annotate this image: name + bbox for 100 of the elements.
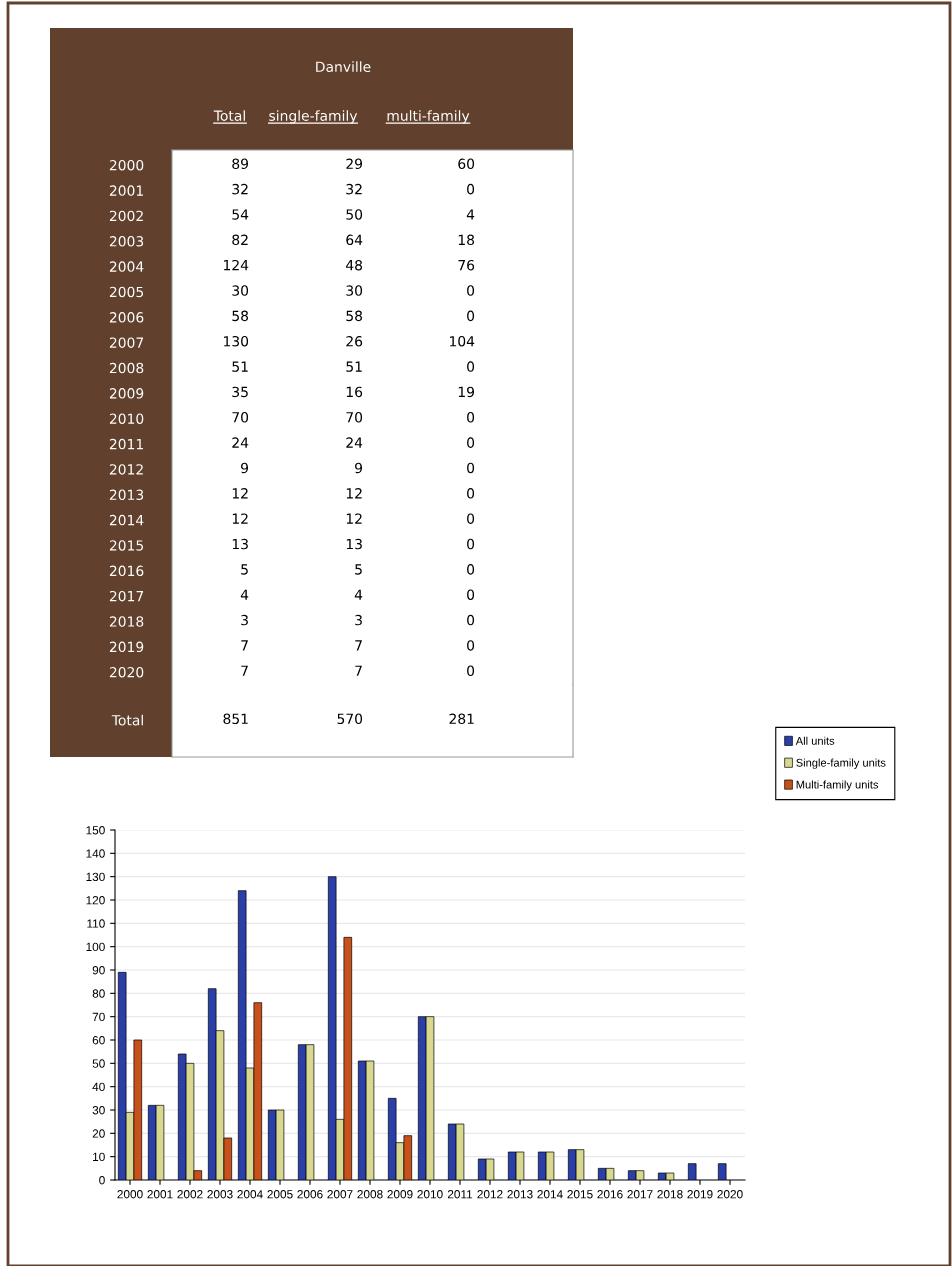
data-label: 70 bbox=[232, 412, 249, 423]
y-tick-label: 2008 bbox=[109, 362, 144, 374]
data-label: 12 bbox=[346, 513, 362, 524]
x-tick-label: Total bbox=[213, 110, 245, 121]
data-label: 51 bbox=[346, 361, 362, 372]
x-tick-label: 2006 bbox=[297, 1190, 323, 1199]
x-tick-label: 2016 bbox=[597, 1190, 623, 1199]
data-label: 60 bbox=[458, 158, 475, 170]
data-label: 54 bbox=[232, 209, 249, 220]
x-tick-label: 2012 bbox=[477, 1190, 503, 1199]
data-label: 0 bbox=[467, 614, 475, 626]
data-label: 0 bbox=[467, 361, 475, 372]
x-tick-label: 2017 bbox=[627, 1190, 653, 1199]
data-label: 7 bbox=[355, 665, 362, 676]
data-label: 82 bbox=[232, 234, 248, 246]
data-label: 16 bbox=[346, 386, 363, 398]
data-label: 9 bbox=[241, 462, 249, 474]
data-label: 0 bbox=[467, 412, 475, 423]
x-tick-label: 2019 bbox=[687, 1190, 713, 1199]
data-label: 58 bbox=[232, 310, 249, 322]
data-label: 30 bbox=[346, 285, 363, 296]
y-tick-label: 2004 bbox=[109, 261, 144, 272]
y-tick-label: 40 bbox=[92, 1082, 105, 1092]
y-tick-label: Total bbox=[111, 714, 143, 726]
data-label: 0 bbox=[467, 437, 475, 448]
y-tick-label: 2009 bbox=[109, 388, 144, 399]
data-label: 64 bbox=[346, 234, 363, 246]
data-label: 12 bbox=[232, 488, 248, 499]
data-label: 50 bbox=[346, 209, 363, 220]
data-label: 5 bbox=[241, 564, 248, 575]
chart-title: Danville bbox=[316, 61, 371, 73]
x-tick-label: single-family bbox=[269, 110, 358, 124]
data-label: 3 bbox=[355, 614, 362, 626]
data-label: 12 bbox=[232, 513, 248, 524]
data-label: 0 bbox=[467, 488, 475, 499]
x-tick-label: 2009 bbox=[387, 1190, 413, 1199]
x-tick-label: multi-family bbox=[387, 110, 470, 124]
data-label: 51 bbox=[232, 361, 248, 372]
y-tick-label: 2011 bbox=[109, 438, 143, 450]
data-label: 13 bbox=[232, 538, 248, 550]
data-label: 30 bbox=[232, 285, 249, 296]
data-label: 104 bbox=[450, 335, 475, 347]
data-label: 7 bbox=[241, 640, 248, 651]
y-tick-label: 2002 bbox=[109, 210, 143, 222]
data-label: 281 bbox=[449, 713, 474, 725]
data-label: 5 bbox=[355, 564, 362, 575]
x-tick-label: 2010 bbox=[417, 1190, 443, 1199]
y-tick-label: 10 bbox=[93, 1152, 105, 1162]
data-label: 130 bbox=[224, 335, 249, 347]
y-tick-label: 150 bbox=[86, 826, 105, 835]
data-label: 32 bbox=[232, 183, 248, 195]
data-label: 3 bbox=[241, 614, 248, 626]
legend-label: Single-family units bbox=[796, 758, 886, 769]
x-tick-label: 2014 bbox=[537, 1190, 563, 1199]
y-tick-label: 2014 bbox=[109, 514, 144, 526]
x-tick-label: 2008 bbox=[357, 1190, 383, 1199]
data-label: 4 bbox=[466, 209, 475, 220]
y-tick-label: 2006 bbox=[109, 312, 144, 323]
y-tick-label: 2017 bbox=[109, 590, 144, 602]
x-tick-label: 2007 bbox=[327, 1190, 353, 1199]
data-label: 19 bbox=[458, 386, 475, 398]
data-label: 0 bbox=[467, 310, 475, 322]
data-label: 24 bbox=[346, 437, 363, 448]
y-tick-label: 2007 bbox=[109, 337, 144, 348]
legend-label: All units bbox=[795, 736, 835, 745]
data-label: 58 bbox=[346, 310, 363, 322]
y-tick-label: 2010 bbox=[109, 413, 144, 424]
data-label: 7 bbox=[355, 640, 362, 651]
y-tick-label: 2020 bbox=[109, 666, 144, 678]
data-label: 29 bbox=[346, 158, 363, 170]
y-tick-label: 2005 bbox=[109, 286, 144, 298]
y-tick-label: 2012 bbox=[109, 464, 143, 475]
x-tick-label: 2001 bbox=[147, 1190, 173, 1199]
data-label: 0 bbox=[467, 183, 475, 195]
data-label: 0 bbox=[467, 589, 475, 600]
data-label: 32 bbox=[346, 183, 362, 195]
y-tick-label: 110 bbox=[87, 919, 105, 928]
y-tick-label: 30 bbox=[92, 1106, 105, 1115]
data-label: 0 bbox=[467, 538, 475, 550]
data-label: 7 bbox=[241, 665, 248, 676]
legend-label: Multi-family units bbox=[796, 780, 879, 791]
data-label: 9 bbox=[355, 462, 363, 474]
y-tick-label: 140 bbox=[86, 849, 105, 858]
y-tick-label: 2018 bbox=[109, 616, 144, 627]
y-tick-label: 2016 bbox=[109, 565, 144, 577]
y-tick-label: 120 bbox=[86, 896, 105, 905]
data-label: 4 bbox=[354, 589, 363, 600]
data-label: 48 bbox=[346, 259, 363, 271]
data-label: 70 bbox=[346, 412, 363, 423]
y-tick-label: 100 bbox=[86, 942, 105, 952]
data-label: 89 bbox=[232, 158, 249, 170]
data-label: 570 bbox=[337, 713, 363, 725]
data-label: 0 bbox=[467, 513, 475, 524]
data-label: 0 bbox=[467, 564, 475, 575]
y-tick-label: 2019 bbox=[109, 641, 144, 653]
y-tick-label: 70 bbox=[92, 1012, 105, 1022]
y-tick-label: 50 bbox=[92, 1059, 105, 1068]
x-tick-label: 2011 bbox=[447, 1190, 473, 1199]
x-tick-label: 2004 bbox=[237, 1190, 263, 1199]
x-tick-label: 2005 bbox=[267, 1190, 293, 1199]
